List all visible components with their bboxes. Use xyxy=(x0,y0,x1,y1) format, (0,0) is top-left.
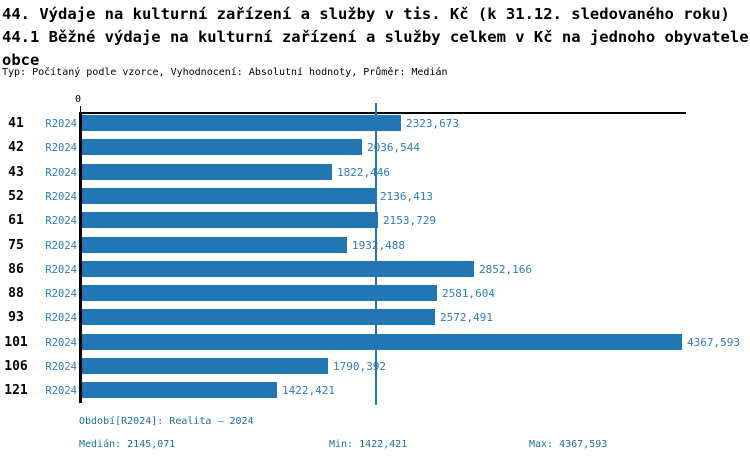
bar-value-label: 2572,491 xyxy=(440,311,493,324)
bar-value-label: 2323,673 xyxy=(406,117,459,130)
min-stat: Min: 1422,421 xyxy=(329,439,408,450)
period-legend: Období[R2024]: Realita – 2024 xyxy=(79,416,254,427)
chart-subtitle: Typ: Počítaný podle vzorce, Vyhodnocení:… xyxy=(2,67,448,78)
bar-value-label: 2036,544 xyxy=(367,141,420,154)
x-axis-origin-tick xyxy=(80,106,81,112)
bar xyxy=(82,261,474,277)
row-category-label: 121 xyxy=(4,383,28,398)
bar-value-label: 2581,604 xyxy=(442,287,495,300)
x-axis-origin-tick-label: 0 xyxy=(74,94,82,105)
bar-value-label: 2136,413 xyxy=(380,190,433,203)
bar-value-label: 1932,488 xyxy=(352,239,405,252)
bar xyxy=(82,115,401,131)
row-category-label: 41 xyxy=(8,116,24,131)
bar xyxy=(82,237,347,253)
row-series-label: R2024 xyxy=(45,240,77,252)
row-series-label: R2024 xyxy=(45,215,77,227)
row-category-label: 93 xyxy=(8,310,24,325)
row-category-label: 86 xyxy=(8,262,24,277)
row-category-label: 88 xyxy=(8,286,24,301)
median-marker-line xyxy=(375,103,377,405)
bar xyxy=(82,285,437,301)
bar xyxy=(82,139,362,155)
row-category-label: 43 xyxy=(8,165,24,180)
page-title-line-1: 44. Výdaje na kulturní zařízení a služby… xyxy=(2,5,730,23)
bar-value-label: 1422,421 xyxy=(282,384,335,397)
row-category-label: 61 xyxy=(8,213,24,228)
row-series-label: R2024 xyxy=(45,142,77,154)
bar xyxy=(82,334,682,350)
row-category-label: 106 xyxy=(4,359,28,374)
row-series-label: R2024 xyxy=(45,167,77,179)
row-category-label: 101 xyxy=(4,335,28,350)
row-series-label: R2024 xyxy=(45,385,77,397)
bar xyxy=(82,382,277,398)
x-axis-line xyxy=(79,112,686,114)
row-series-label: R2024 xyxy=(45,191,77,203)
row-series-label: R2024 xyxy=(45,288,77,300)
bar xyxy=(82,309,435,325)
row-series-label: R2024 xyxy=(45,264,77,276)
y-axis-line xyxy=(79,112,82,403)
row-category-label: 52 xyxy=(8,189,24,204)
bar-value-label: 2153,729 xyxy=(383,214,436,227)
row-series-label: R2024 xyxy=(45,337,77,349)
row-series-label: R2024 xyxy=(45,361,77,373)
page-title-line-2: 44.1 Běžné výdaje na kulturní zařízení a… xyxy=(2,28,749,46)
bar xyxy=(82,164,332,180)
row-series-label: R2024 xyxy=(45,118,77,130)
bar-value-label: 2852,166 xyxy=(479,263,532,276)
bar-value-label: 1790,392 xyxy=(333,360,386,373)
bar xyxy=(82,212,378,228)
median-stat: Medián: 2145,071 xyxy=(79,439,176,450)
bar xyxy=(82,358,328,374)
page-title-line-3: obce xyxy=(2,51,40,69)
max-stat: Max: 4367,593 xyxy=(529,439,608,450)
bar-value-label: 4367,593 xyxy=(687,336,740,349)
bar xyxy=(82,188,375,204)
row-category-label: 75 xyxy=(8,238,24,253)
bar-value-label: 1822,446 xyxy=(337,166,390,179)
row-series-label: R2024 xyxy=(45,312,77,324)
chart-header: 44. Výdaje na kulturní zařízení a služby… xyxy=(2,3,749,72)
row-category-label: 42 xyxy=(8,140,24,155)
